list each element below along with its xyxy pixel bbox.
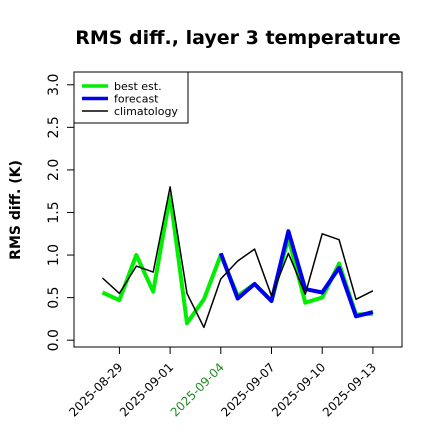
y-tick-label: 1.0 [46,244,62,266]
y-tick-label: 0.5 [46,286,62,308]
legend-label: forecast [114,93,159,106]
y-axis-label: RMS diff. (K) [8,160,24,260]
y-tick-label: 2.5 [46,116,62,138]
y-tick-label: 2.0 [46,159,62,181]
x-axis: 2025-08-292025-09-012025-09-042025-09-07… [66,347,379,419]
x-tick-label: 2025-09-13 [320,360,379,419]
legend-label: best est. [114,80,162,93]
y-tick-label: 3.0 [46,74,62,96]
y-tick-label: 1.5 [46,201,62,223]
y-axis: 0.0 0.5 1.0 1.5 2.0 2.5 3.0 [46,74,74,351]
series-layer [101,186,374,329]
series-line-best-est [101,193,373,326]
series-line-forecast [218,229,374,319]
series-line-climatology [101,186,374,329]
chart-title: RMS diff., layer 3 temperature [75,27,401,49]
plot-frame [73,71,403,348]
legend-label: climatology [114,105,178,118]
y-tick-label: 0.0 [46,329,62,351]
